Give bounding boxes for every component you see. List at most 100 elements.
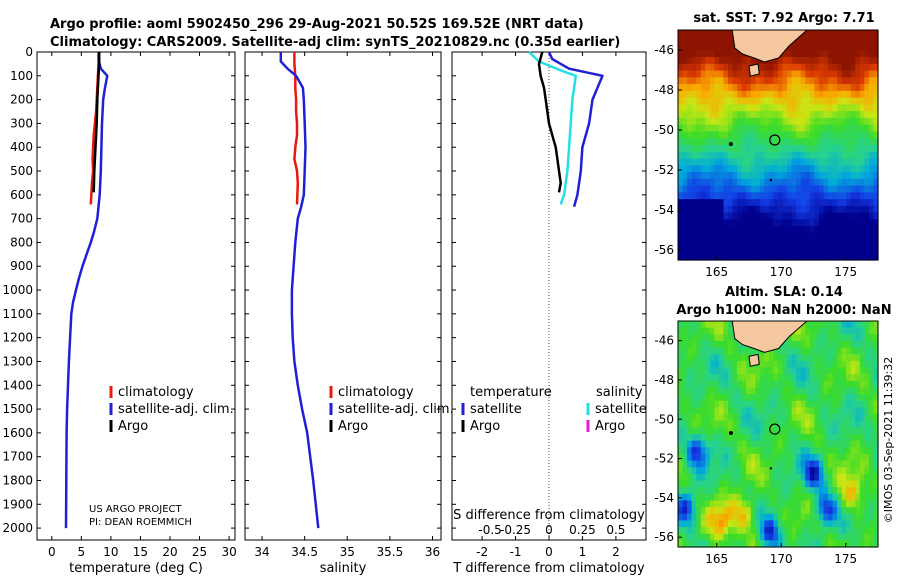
map-cell	[800, 453, 806, 462]
map-cell	[868, 380, 875, 389]
map-cell	[800, 340, 806, 349]
map-cell	[678, 226, 684, 234]
map-cell	[805, 57, 811, 65]
map-cell	[809, 50, 815, 58]
map-cell	[796, 387, 802, 395]
map-cell	[764, 467, 770, 475]
map-cell	[759, 360, 765, 369]
map-cell	[796, 513, 802, 522]
map-cell	[796, 117, 802, 126]
map-cell	[846, 500, 852, 508]
map-cell	[809, 185, 815, 193]
map-cell	[718, 493, 725, 502]
map-cell	[787, 246, 793, 254]
map-cell	[850, 158, 856, 166]
map-cell	[791, 117, 797, 126]
map-cell	[818, 434, 825, 442]
xtick-label: 35	[340, 545, 355, 559]
map-cell	[837, 185, 843, 193]
map-cell	[864, 414, 870, 422]
map-cell	[832, 50, 838, 58]
map-cell	[850, 253, 856, 261]
ytick-label: 600	[10, 188, 33, 202]
map-cell	[841, 447, 847, 455]
map-cell	[828, 507, 834, 515]
map-cell	[796, 460, 802, 468]
map-cell	[814, 407, 820, 415]
map-cell	[818, 185, 825, 193]
map-cell	[846, 380, 852, 389]
map-cell	[696, 374, 702, 382]
map-cell	[700, 420, 706, 428]
map-cell	[687, 111, 693, 119]
map-cell	[759, 447, 765, 455]
map-cell	[700, 253, 706, 261]
map-cell	[837, 138, 843, 146]
map-cell	[814, 394, 820, 402]
map-cell	[778, 226, 784, 234]
map-cell	[787, 178, 793, 187]
map-cell	[741, 97, 747, 106]
map-cell	[737, 447, 743, 455]
map-cell	[809, 507, 815, 515]
map-cell	[737, 533, 743, 541]
campbell-island	[769, 467, 773, 470]
map-cell	[791, 84, 797, 92]
map-cell	[705, 253, 711, 261]
map-cell	[791, 158, 797, 166]
map-cell	[678, 480, 684, 488]
map-cell	[778, 57, 784, 65]
map-cell	[705, 340, 711, 349]
map-cell	[859, 111, 865, 119]
map-cell	[782, 226, 788, 234]
map-cell	[741, 500, 747, 508]
map-cell	[859, 480, 865, 488]
legend-title-salinity: salinity	[596, 385, 643, 400]
map-cell	[846, 77, 852, 85]
map-cell	[778, 400, 784, 409]
map-xtick-label: 165	[705, 552, 728, 566]
map-cell	[805, 513, 811, 522]
map-cell	[755, 57, 761, 65]
map-cell	[814, 185, 820, 193]
map-cell	[746, 540, 752, 548]
map-cell	[823, 50, 829, 58]
map-cell	[696, 487, 702, 495]
map-cell	[818, 30, 825, 38]
map-cell	[741, 63, 747, 72]
map-cell	[700, 453, 706, 462]
project-note-1: US ARGO PROJECT	[89, 504, 183, 515]
map-cell	[828, 480, 834, 488]
map-cell	[682, 226, 688, 234]
map-cell	[828, 36, 834, 45]
map-cell	[859, 447, 865, 455]
map-cell	[691, 321, 697, 329]
map-cell	[696, 104, 702, 112]
map-cell	[714, 30, 720, 38]
map-cell	[732, 513, 738, 522]
map-cell	[682, 334, 688, 342]
map-cell	[714, 199, 720, 207]
map-cell	[855, 165, 861, 173]
map-cell	[846, 420, 852, 428]
map-cell	[755, 533, 761, 541]
map-cell	[832, 533, 838, 541]
map-cell	[832, 117, 838, 126]
map-cell	[728, 172, 734, 180]
map-cell	[796, 111, 802, 119]
map-cell	[750, 232, 756, 241]
map-cell	[782, 467, 788, 475]
map-cell	[718, 480, 725, 488]
map-cell	[728, 440, 734, 448]
map-cell	[809, 30, 815, 38]
map-cell	[696, 246, 702, 254]
map-cell	[868, 104, 875, 112]
map-cell	[746, 360, 752, 369]
map-cell	[696, 158, 702, 166]
map-cell	[787, 77, 793, 85]
map-cell	[732, 124, 738, 133]
map-cell	[723, 145, 729, 153]
map-cell	[791, 70, 797, 78]
map-cell	[796, 151, 802, 160]
map-cell	[850, 520, 856, 528]
